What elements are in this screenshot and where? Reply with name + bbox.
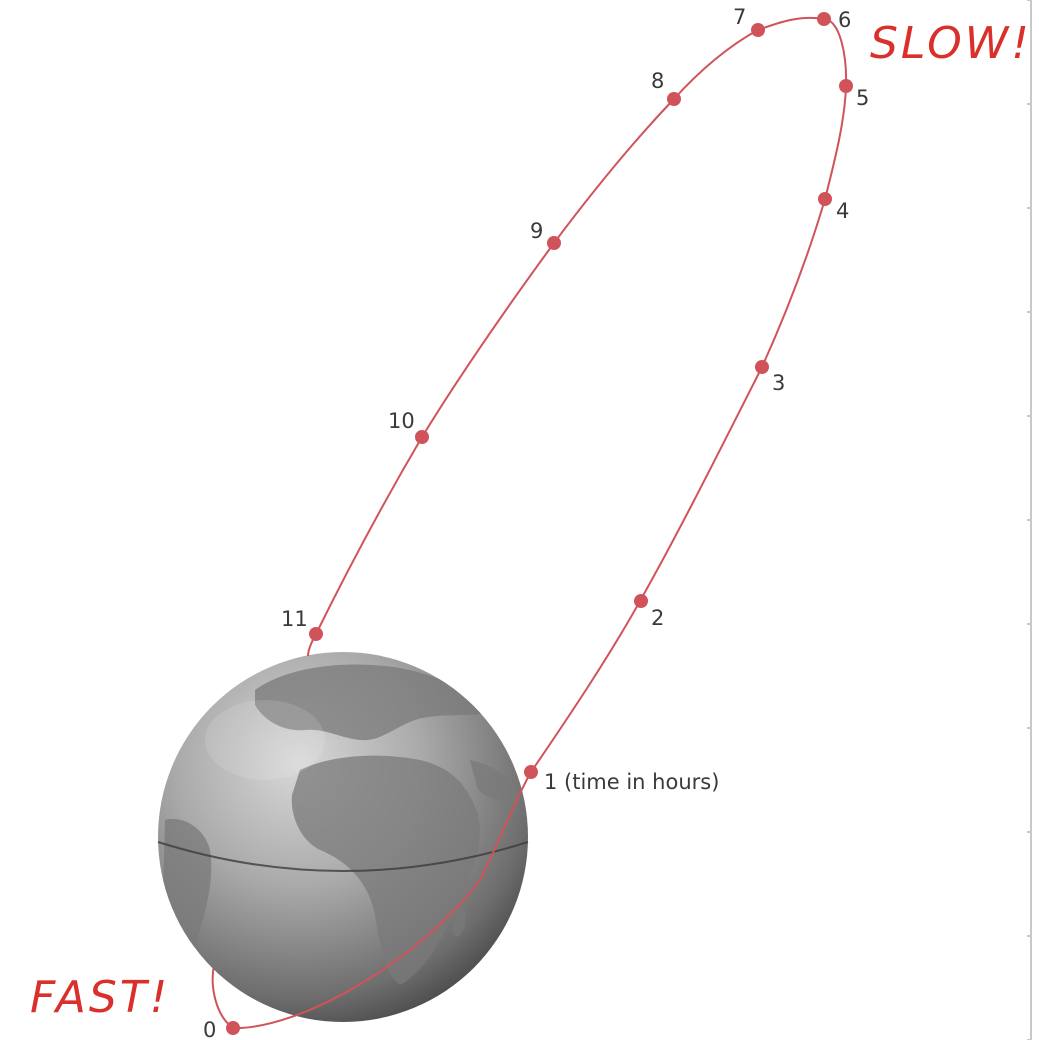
orbit-markers: 0 1 (time in hours) 2 3 4 5 6 7 8 9 10 11 [203,5,869,1040]
orbit-marker-label: 7 [733,5,746,29]
orbit-marker [839,79,853,93]
orbit-marker-label: 6 [838,8,851,32]
orbit-marker [547,236,561,250]
orbit-marker-label: 2 [651,606,664,630]
orbit-marker [818,192,832,206]
globe-icon [157,652,529,1022]
orbit-marker-label: 1 (time in hours) [544,770,719,794]
orbit-marker-label: 10 [388,409,415,433]
orbit-marker [755,360,769,374]
orbit-marker [634,594,648,608]
orbit-marker-label: 9 [530,219,543,243]
orbit-marker [667,92,681,106]
orbit-marker [415,430,429,444]
orbit-marker-label: 3 [772,371,785,395]
orbit-marker [524,765,538,779]
orbit-marker-label: 8 [651,69,664,93]
orbit-marker-label: 4 [836,199,849,223]
orbit-marker [309,627,323,641]
orbit-marker [226,1021,240,1035]
orbit-marker-label: 0 [203,1018,216,1040]
right-frame [1027,0,1032,1040]
fast-annotation: FAST! [30,972,170,1023]
orbit-marker-label: 5 [856,86,869,110]
orbit-marker [751,23,765,37]
slow-annotation: SLOW! [870,18,1032,69]
orbit-marker-label: 11 [281,607,308,631]
orbit-marker [817,12,831,26]
